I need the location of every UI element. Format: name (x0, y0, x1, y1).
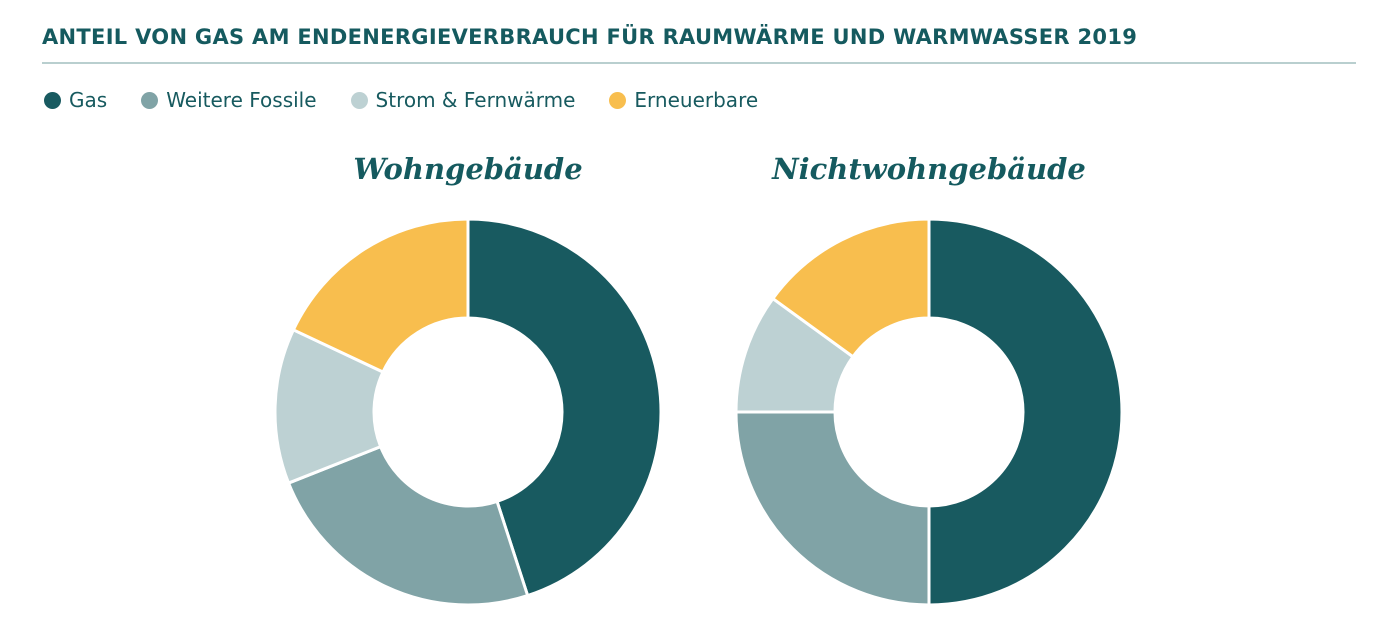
donut-slice-gas (927, 217, 1124, 607)
legend-swatch-erneuerbare (609, 91, 627, 109)
legend-label-gas: Gas (69, 88, 108, 112)
legend-swatch-gas (44, 91, 61, 109)
legend-label-weitere-fossile: Weitere Fossile (166, 88, 317, 112)
donut-slice-weitere-fossile (287, 445, 530, 607)
donut-slice-gas (466, 217, 663, 598)
donut-chart-wohngebaeude (273, 217, 663, 607)
legend-item-erneuerbare: Erneuerbare (609, 88, 758, 112)
legend-item-strom-fernwaerme: Strom & Fernwärme (350, 88, 576, 112)
legend-item-weitere-fossile: Weitere Fossile (141, 88, 317, 112)
chart-heading: ANTEIL VON GAS AM ENDENERGIEVERBRAUCH FÜ… (42, 25, 1138, 49)
donut-title-wohngebaeude: Wohngebäude (353, 152, 583, 186)
donut-slice-erneuerbare (771, 217, 931, 359)
donut-chart-nichtwohngebaeude (734, 217, 1124, 607)
donut-slice-erneuerbare (291, 217, 470, 374)
donut-title-nichtwohngebaeude: Nichtwohngebäude (772, 152, 1086, 186)
legend-label-erneuerbare: Erneuerbare (634, 88, 759, 112)
legend-swatch-weitere-fossile (141, 91, 159, 109)
donut-slice-weitere-fossile (734, 410, 931, 607)
heading-divider (42, 62, 1356, 64)
legend: Gas Weitere Fossile Strom & Fernwärme Er… (44, 88, 792, 112)
legend-swatch-strom-fernwaerme (350, 91, 368, 109)
legend-item-gas: Gas (44, 88, 107, 112)
legend-label-strom-fernwaerme: Strom & Fernwärme (375, 88, 576, 112)
